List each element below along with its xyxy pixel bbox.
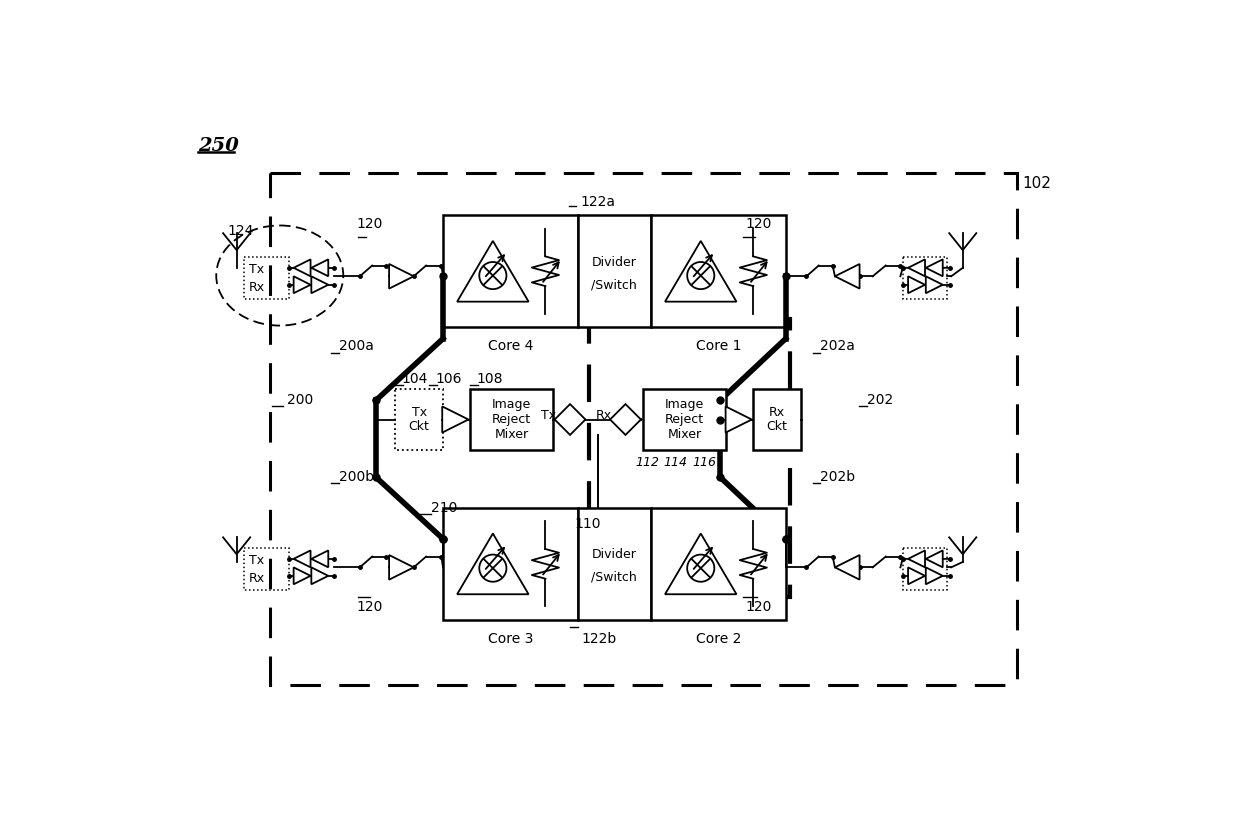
Bar xyxy=(443,508,578,620)
Bar xyxy=(903,548,947,590)
Text: Divider: Divider xyxy=(591,256,637,269)
Polygon shape xyxy=(389,555,414,580)
Polygon shape xyxy=(908,259,925,277)
Text: 114: 114 xyxy=(663,456,687,469)
Text: 120: 120 xyxy=(745,217,771,231)
Text: 122a: 122a xyxy=(580,195,615,208)
Polygon shape xyxy=(294,551,310,567)
Text: Core 1: Core 1 xyxy=(696,339,742,353)
Text: 116: 116 xyxy=(693,456,717,469)
Polygon shape xyxy=(926,567,942,584)
Bar xyxy=(578,216,651,327)
Text: 202b: 202b xyxy=(821,471,856,484)
Text: 200a: 200a xyxy=(339,339,374,353)
Text: /Switch: /Switch xyxy=(591,278,637,292)
Polygon shape xyxy=(926,277,942,293)
Text: Tx: Tx xyxy=(541,409,556,422)
Text: Image: Image xyxy=(492,397,531,411)
Polygon shape xyxy=(908,551,925,567)
Polygon shape xyxy=(311,277,329,293)
Polygon shape xyxy=(908,567,925,584)
Text: 124: 124 xyxy=(227,224,254,238)
Polygon shape xyxy=(311,567,329,584)
Bar xyxy=(244,257,289,298)
Polygon shape xyxy=(926,551,942,567)
Text: Reject: Reject xyxy=(665,413,704,426)
Text: 250: 250 xyxy=(198,137,239,155)
Text: 202a: 202a xyxy=(821,339,856,353)
Text: Rx: Rx xyxy=(596,409,613,422)
Text: Core 2: Core 2 xyxy=(696,632,742,646)
Bar xyxy=(651,508,786,620)
Text: 110: 110 xyxy=(574,517,601,531)
Text: 210: 210 xyxy=(432,501,458,515)
Text: 106: 106 xyxy=(435,372,461,386)
Polygon shape xyxy=(389,264,414,288)
Text: Rx: Rx xyxy=(769,406,785,419)
Polygon shape xyxy=(665,533,737,594)
Polygon shape xyxy=(458,533,528,594)
Text: 200: 200 xyxy=(288,393,314,407)
Text: 200b: 200b xyxy=(339,471,374,484)
Bar xyxy=(270,173,1017,686)
Text: Tx: Tx xyxy=(249,263,264,276)
Bar xyxy=(903,257,947,298)
Bar xyxy=(470,389,553,451)
Text: 202: 202 xyxy=(867,393,893,407)
Bar xyxy=(578,508,651,620)
Circle shape xyxy=(687,262,714,289)
Text: Tx: Tx xyxy=(412,406,427,419)
Polygon shape xyxy=(725,407,751,432)
Text: 104: 104 xyxy=(402,372,428,386)
Text: /Switch: /Switch xyxy=(591,571,637,584)
Text: Core 4: Core 4 xyxy=(487,339,533,353)
Polygon shape xyxy=(835,264,859,288)
Polygon shape xyxy=(926,259,942,277)
Text: Image: Image xyxy=(665,397,704,411)
Polygon shape xyxy=(908,277,925,293)
Text: 120: 120 xyxy=(745,601,771,615)
Polygon shape xyxy=(443,407,469,432)
Text: Reject: Reject xyxy=(492,413,531,426)
Text: Tx: Tx xyxy=(249,554,264,567)
Polygon shape xyxy=(835,555,859,580)
Text: Ckt: Ckt xyxy=(409,421,429,433)
Text: Mixer: Mixer xyxy=(495,428,528,441)
Circle shape xyxy=(480,262,506,289)
Bar xyxy=(396,389,443,451)
Circle shape xyxy=(687,555,714,581)
Bar xyxy=(651,216,786,327)
Text: 112: 112 xyxy=(635,456,658,469)
Text: Mixer: Mixer xyxy=(667,428,702,441)
Polygon shape xyxy=(294,259,310,277)
Text: Rx: Rx xyxy=(249,572,265,586)
Polygon shape xyxy=(311,551,329,567)
Polygon shape xyxy=(311,259,329,277)
Text: Core 3: Core 3 xyxy=(487,632,533,646)
Polygon shape xyxy=(294,567,310,584)
Polygon shape xyxy=(554,404,585,435)
Bar xyxy=(244,548,289,590)
Bar xyxy=(754,389,801,451)
Text: 120: 120 xyxy=(357,601,383,615)
Text: Divider: Divider xyxy=(591,548,637,561)
Bar xyxy=(589,319,790,596)
Polygon shape xyxy=(294,277,310,293)
Polygon shape xyxy=(665,241,737,302)
Polygon shape xyxy=(458,241,528,302)
Polygon shape xyxy=(610,404,641,435)
Bar xyxy=(443,216,578,327)
Text: Ckt: Ckt xyxy=(766,421,787,433)
Bar xyxy=(644,389,727,451)
Text: Rx: Rx xyxy=(249,282,265,294)
Text: 102: 102 xyxy=(1022,176,1052,191)
Circle shape xyxy=(480,555,506,581)
Text: 108: 108 xyxy=(476,372,502,386)
Text: 122b: 122b xyxy=(582,632,616,646)
Text: 120: 120 xyxy=(357,217,383,231)
